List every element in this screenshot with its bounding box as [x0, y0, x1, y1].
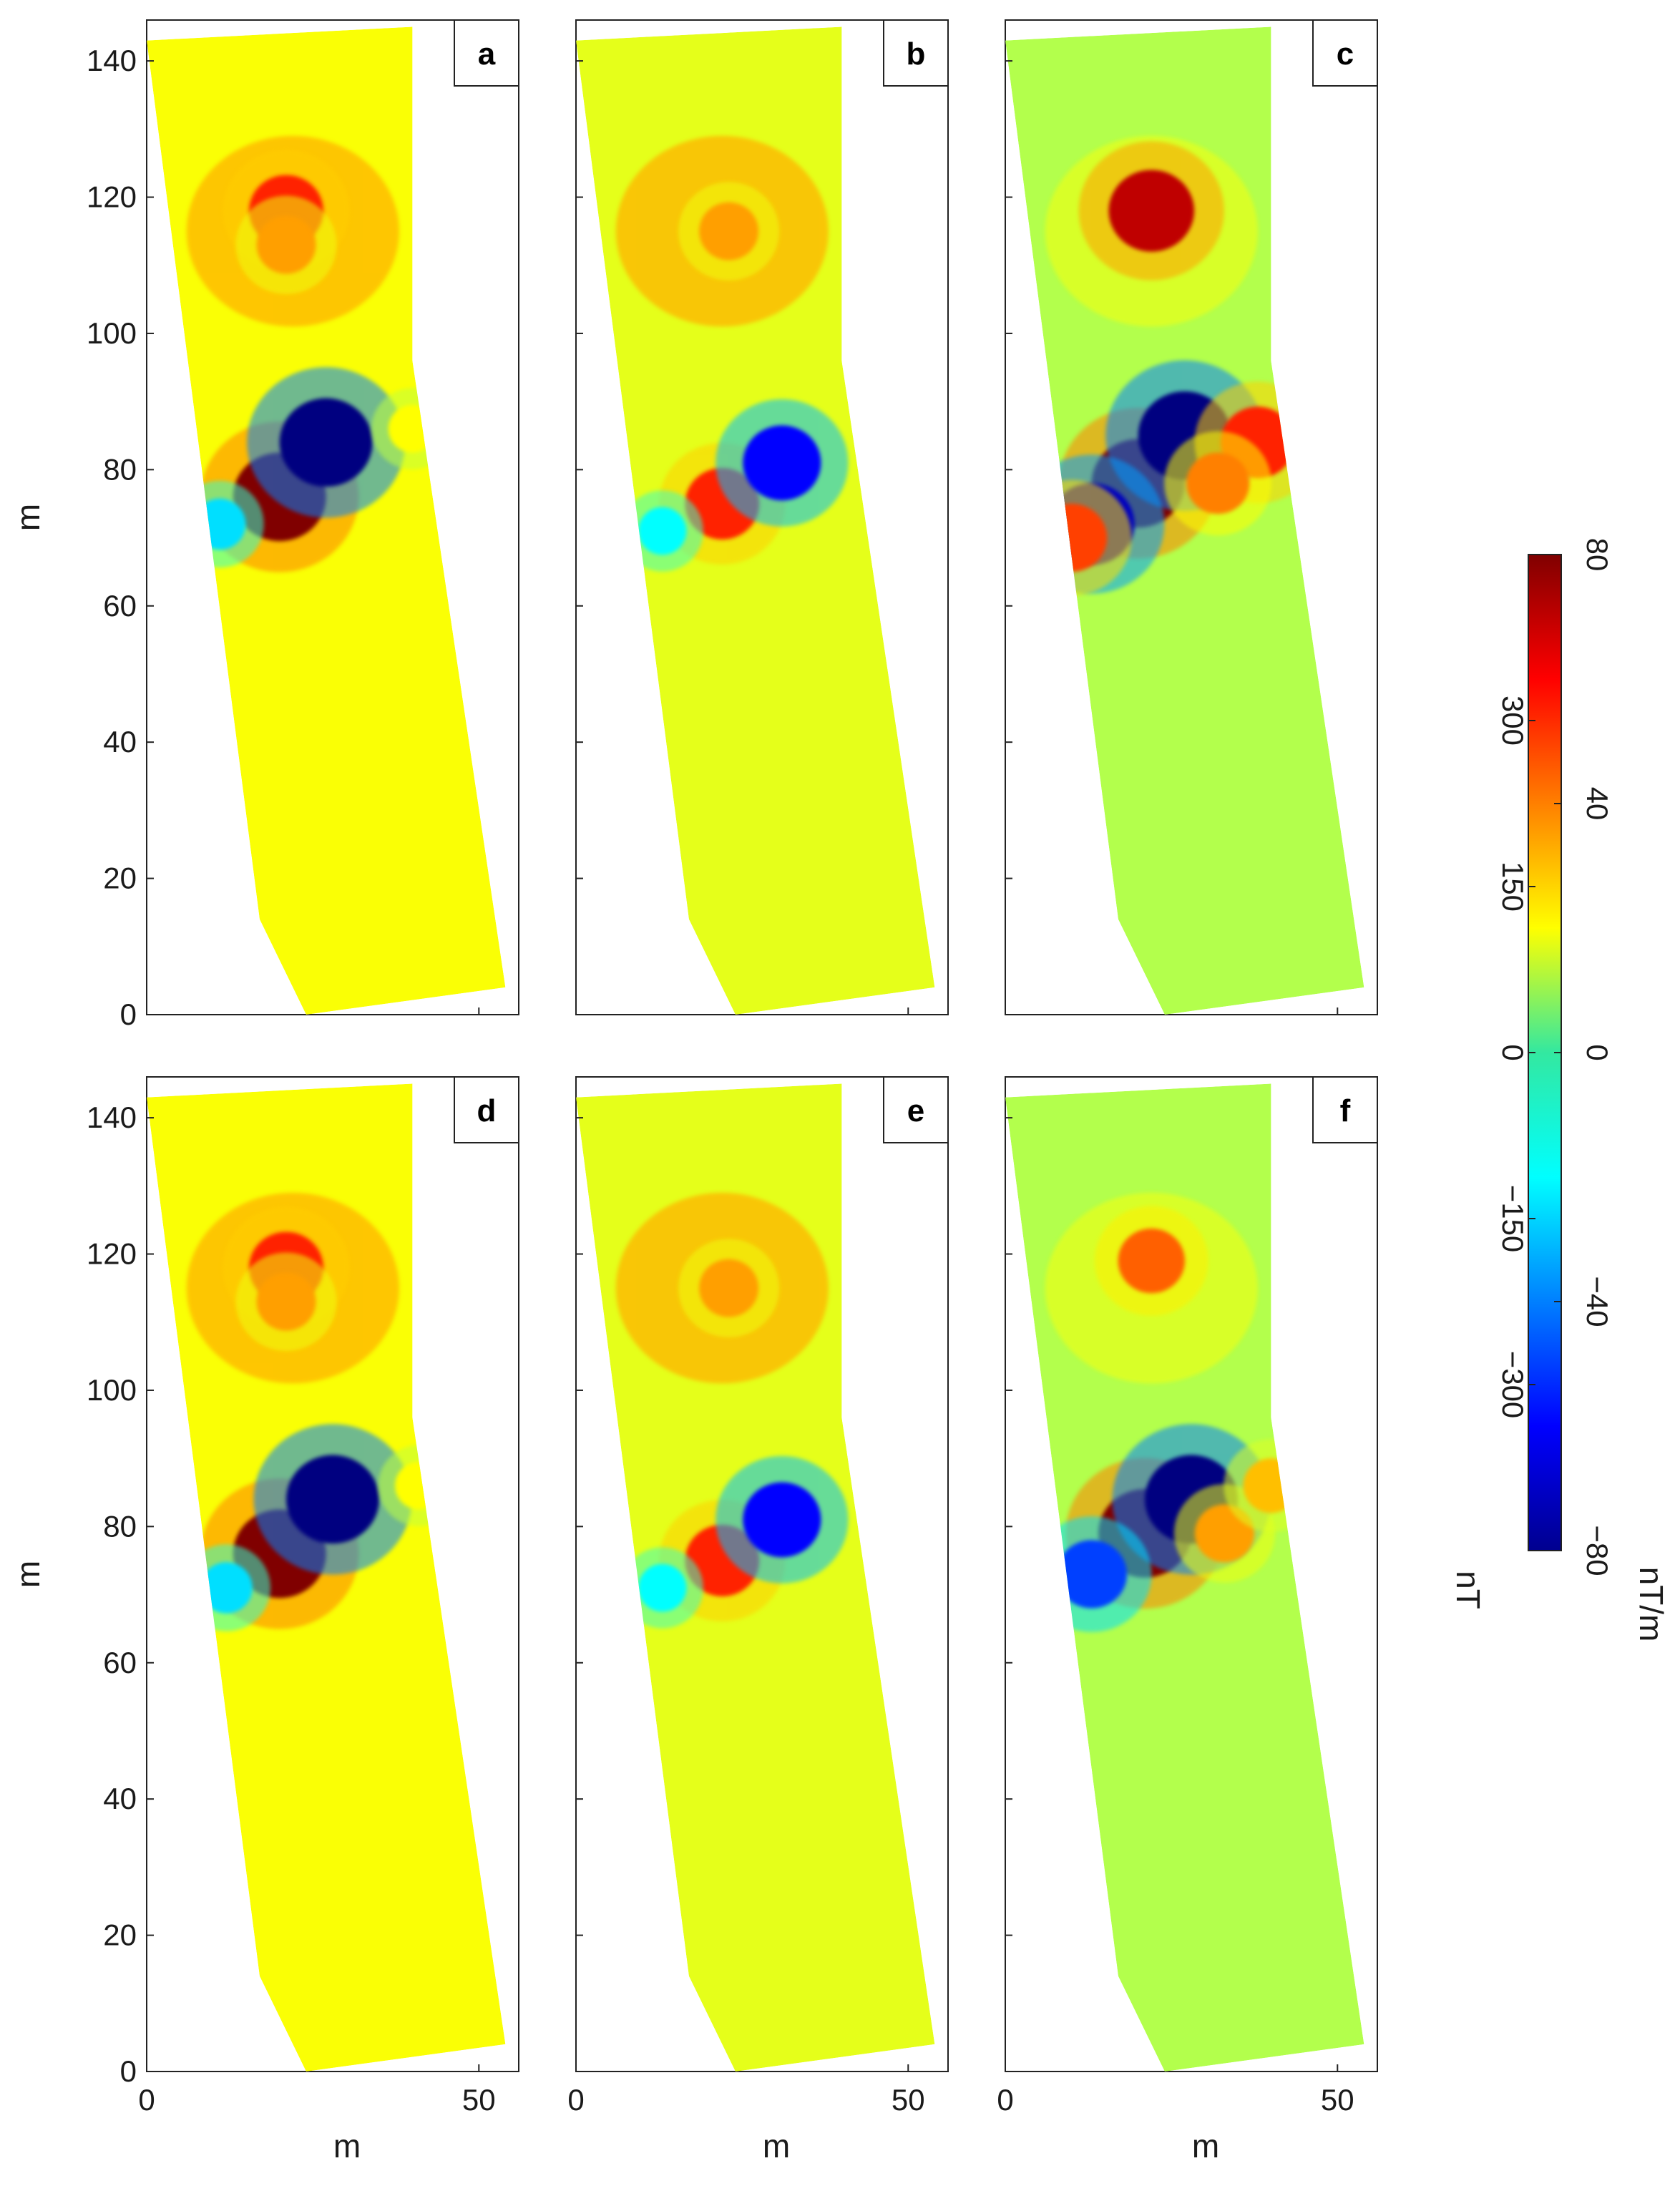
x-tick-label: 0 [567, 2083, 584, 2117]
y-axis-label: m [9, 504, 47, 531]
panel-tag-e: e [907, 1093, 924, 1128]
colorbar: −80 −40 0 40 80 −300 −150 0 150 300 nT nT/m [1450, 538, 1670, 1642]
colorbar-title-nT: nT [1450, 1571, 1487, 1609]
y-axis-label: m [9, 1561, 47, 1588]
y-tick-label: 100 [87, 316, 137, 350]
x-axis-label: m [333, 2127, 361, 2165]
x-tick-label: 0 [997, 2083, 1013, 2117]
panel-d: 0 20 40 60 80 100 120 140 0 50 m m d [9, 1076, 519, 2165]
anomaly-4 [200, 1562, 253, 1614]
y-tick-label: 0 [120, 997, 137, 1031]
x-tick-label: 50 [892, 2083, 925, 2117]
y-tick-label: 60 [103, 589, 137, 623]
colorbar-label-nT: −300 [1496, 1351, 1530, 1419]
y-tick-label: 140 [87, 1101, 137, 1134]
panel-tag-c: c [1337, 36, 1354, 72]
panel-tag-box [883, 1076, 949, 1143]
anomaly-1 [279, 398, 373, 487]
colorbar-label-nTm: 40 [1581, 787, 1614, 821]
panel-tag-box [454, 19, 519, 87]
anomaly-2 [1108, 170, 1195, 252]
colorbar-label-nT: 300 [1496, 696, 1530, 746]
panel-b: b [575, 19, 949, 1015]
panel-tag-box [883, 19, 949, 87]
panel-e: 0 50 m e [567, 1076, 949, 2165]
field-map [1005, 26, 1364, 1015]
y-tick-label: 60 [103, 1646, 137, 1679]
panel-tag-box [1312, 19, 1378, 87]
panel-tag-d: d [477, 1093, 497, 1128]
colorbar-label-nTm: −40 [1581, 1276, 1614, 1327]
anomaly-3 [256, 215, 316, 274]
anomaly-2 [1118, 1228, 1186, 1294]
y-tick-label: 80 [103, 1509, 137, 1543]
y-tick-label: 120 [87, 180, 137, 214]
colorbar-label-nT: 150 [1496, 862, 1530, 912]
y-tick-label: 80 [103, 452, 137, 486]
panel-tag-b: b [907, 36, 926, 72]
panels-layer: 0 20 40 60 80 100 120 140 m a b c 0 20 40 60 80 100 120 140… [9, 19, 1378, 2165]
y-tick-label: 120 [87, 1237, 137, 1271]
field-map [147, 26, 506, 1015]
colorbar-label-nT: −150 [1496, 1185, 1530, 1253]
anomaly-1 [286, 1455, 379, 1544]
y-tick-label: 20 [103, 1918, 137, 1952]
anomaly-1 [743, 425, 821, 501]
colorbar-label-nTm: −80 [1581, 1525, 1614, 1576]
x-tick-label: 50 [462, 2083, 496, 2117]
y-tick-label: 40 [103, 1782, 137, 1815]
anomaly-3 [256, 1272, 316, 1331]
colorbar-label-nTm: 80 [1581, 538, 1614, 572]
anomaly-3 [1056, 1540, 1128, 1609]
colorbar-title-nTm: nT/m [1633, 1567, 1670, 1642]
panel-tag-box [454, 1076, 519, 1143]
anomaly-5 [1186, 452, 1250, 514]
anomaly-2 [699, 202, 759, 260]
anomaly-3 [638, 507, 687, 555]
x-tick-label: 50 [1321, 2083, 1354, 2117]
y-tick-label: 100 [87, 1373, 137, 1407]
panel-c: c [1005, 19, 1378, 1015]
colorbar-label-nT: 0 [1496, 1044, 1530, 1060]
colorbar-label-nTm: 0 [1581, 1044, 1614, 1060]
panel-tag-a: a [478, 36, 496, 72]
anomaly-1 [743, 1482, 821, 1558]
x-axis-label: m [763, 2127, 790, 2165]
y-tick-label: 40 [103, 725, 137, 758]
panel-f: 0 50 m f [997, 1076, 1378, 2165]
panel-tag-f: f [1340, 1093, 1351, 1128]
y-tick-label: 20 [103, 862, 137, 895]
panel-tag-box [1312, 1076, 1378, 1143]
y-tick-label: 140 [87, 44, 137, 77]
field-map [576, 26, 935, 1015]
field-map [576, 1083, 935, 2072]
panel-a: 0 20 40 60 80 100 120 140 m a [9, 19, 519, 1031]
anomaly-3 [638, 1563, 687, 1612]
x-tick-label: 0 [138, 2083, 155, 2117]
anomaly-2 [699, 1259, 759, 1317]
x-axis-label: m [1192, 2127, 1219, 2165]
y-tick-label: 0 [120, 2054, 137, 2088]
